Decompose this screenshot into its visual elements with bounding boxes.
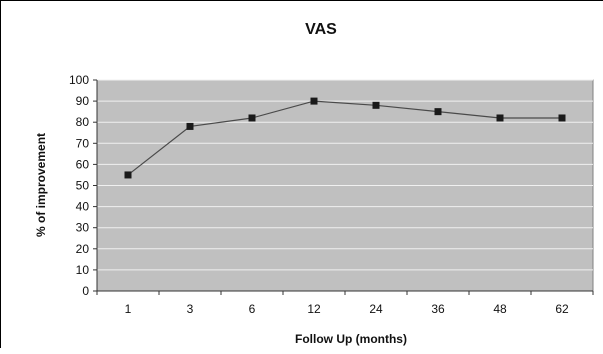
y-tick-label-70: 70 bbox=[76, 136, 90, 150]
gridlines bbox=[97, 79, 593, 271]
data-point-36 bbox=[434, 108, 442, 116]
x-tick-label-24: 24 bbox=[369, 302, 383, 316]
x-axis-label: Follow Up (months) bbox=[295, 332, 407, 346]
x-tick-label-1: 1 bbox=[125, 302, 132, 316]
x-tick-label-6: 6 bbox=[249, 302, 256, 316]
y-tick-label-40: 40 bbox=[76, 200, 90, 214]
x-axis-ticks: 1 3 6 12 24 36 48 62 bbox=[96, 291, 594, 316]
x-tick-label-3: 3 bbox=[187, 302, 194, 316]
y-tick-label-0: 0 bbox=[82, 284, 89, 298]
y-axis-ticks: 0 10 20 30 40 50 60 70 80 90 100 bbox=[69, 73, 593, 298]
y-tick-label-30: 30 bbox=[76, 221, 90, 235]
y-tick-label-80: 80 bbox=[76, 115, 90, 129]
x-tick-label-48: 48 bbox=[493, 302, 507, 316]
y-tick-label-60: 60 bbox=[76, 157, 90, 171]
data-point-1 bbox=[124, 171, 132, 179]
data-point-12 bbox=[310, 97, 318, 105]
chart-title: VAS bbox=[305, 21, 337, 38]
y-tick-label-10: 10 bbox=[76, 263, 90, 277]
data-point-48 bbox=[496, 114, 504, 122]
data-point-3 bbox=[186, 122, 194, 130]
y-tick-label-20: 20 bbox=[76, 242, 90, 256]
x-tick-label-12: 12 bbox=[307, 302, 321, 316]
data-point-6 bbox=[248, 114, 256, 122]
y-tick-label-50: 50 bbox=[76, 179, 90, 193]
y-axis-label: % of improvement bbox=[34, 133, 48, 237]
x-tick-label-62: 62 bbox=[555, 302, 569, 316]
data-point-24 bbox=[372, 101, 380, 109]
series-group bbox=[124, 97, 566, 179]
y-tick-label-90: 90 bbox=[76, 94, 90, 108]
data-point-62 bbox=[558, 114, 566, 122]
y-tick-label-100: 100 bbox=[69, 73, 89, 87]
series-line-0 bbox=[127, 100, 562, 176]
x-tick-label-36: 36 bbox=[431, 302, 445, 316]
